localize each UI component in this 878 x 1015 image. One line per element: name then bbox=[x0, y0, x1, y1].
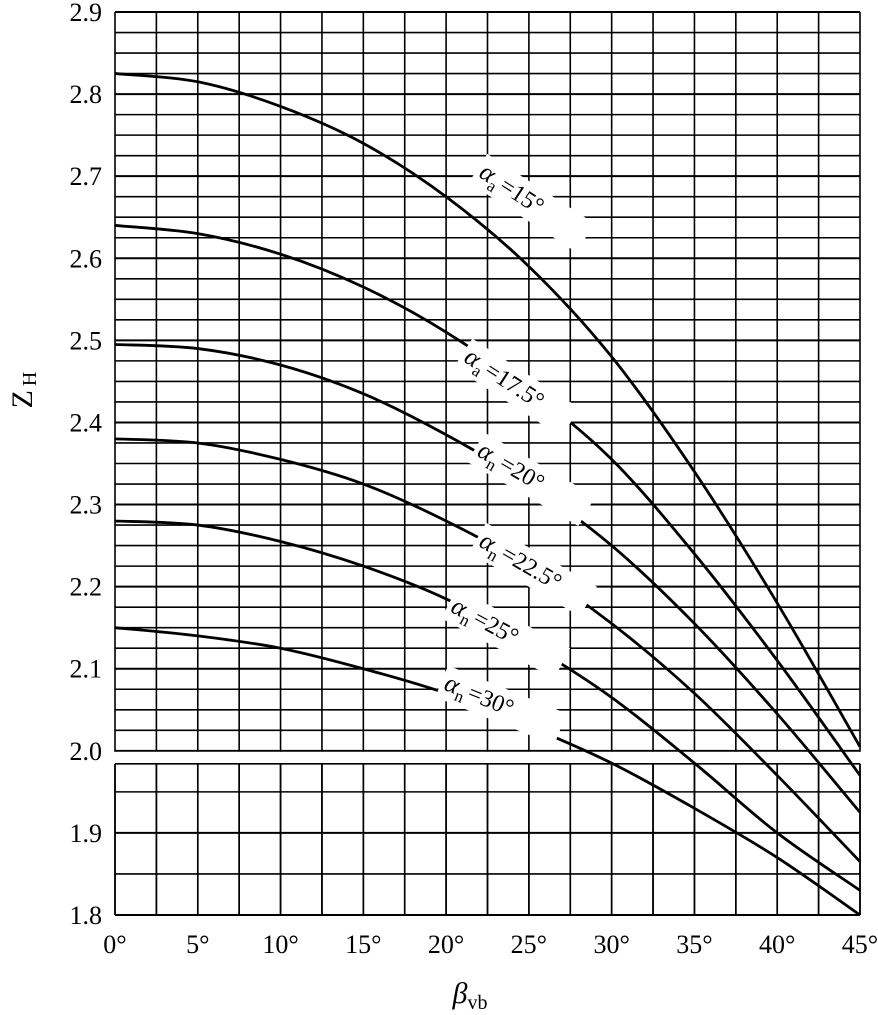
curve-labels: αa=15°αa=17.5°αn=20°αn=22.5°αn=25°αn=30° bbox=[435, 153, 597, 745]
x-tick-label: 30° bbox=[593, 930, 629, 959]
y-tick-label: 1.9 bbox=[70, 819, 103, 848]
label-background bbox=[469, 522, 597, 617]
x-tick-labels: 0° 5° 10° 15° 20° 25° 30° 35° 40° 45° bbox=[103, 930, 878, 959]
x-tick-label: 35° bbox=[676, 930, 712, 959]
x-tick-label: 15° bbox=[345, 930, 381, 959]
label-background bbox=[467, 432, 596, 526]
x-tick-label: 20° bbox=[428, 930, 464, 959]
label-background bbox=[435, 665, 567, 745]
series-label: αa=17.5° bbox=[457, 342, 550, 418]
y-tick-label: 2.2 bbox=[70, 573, 103, 602]
series-label: αn=30° bbox=[439, 668, 518, 726]
axis-break bbox=[113, 751, 864, 764]
series-line bbox=[114, 72, 862, 748]
label-background bbox=[441, 588, 571, 679]
y-tick-label: 1.8 bbox=[70, 901, 103, 930]
x-tick-label: 10° bbox=[262, 930, 298, 959]
grid bbox=[113, 11, 864, 916]
label-background bbox=[468, 153, 595, 253]
x-tick-label: 40° bbox=[759, 930, 795, 959]
label-background bbox=[453, 338, 580, 437]
y-axis-label: ZH bbox=[6, 372, 41, 409]
x-tick-label: 45° bbox=[842, 930, 878, 959]
y-tick-label: 2.9 bbox=[70, 0, 103, 27]
y-tick-label: 2.3 bbox=[70, 491, 103, 520]
y-tick-label: 2.0 bbox=[70, 737, 103, 766]
y-tick-label: 2.8 bbox=[70, 80, 103, 109]
y-tick-label: 2.7 bbox=[70, 162, 103, 191]
y-tick-label: 2.4 bbox=[70, 408, 103, 437]
x-tick-label: 25° bbox=[511, 930, 547, 959]
x-tick-label: 0° bbox=[103, 930, 126, 959]
y-tick-labels: 1.8 1.9 2.0 2.1 2.2 2.3 2.4 2.5 2.6 2.7 2.8 2.9 bbox=[70, 0, 103, 930]
y-tick-label: 2.5 bbox=[70, 326, 103, 355]
y-tick-label: 2.6 bbox=[70, 244, 103, 273]
y-tick-label: 2.1 bbox=[70, 655, 103, 684]
x-axis-label: βvb bbox=[452, 977, 488, 1014]
x-tick-label: 5° bbox=[186, 930, 209, 959]
